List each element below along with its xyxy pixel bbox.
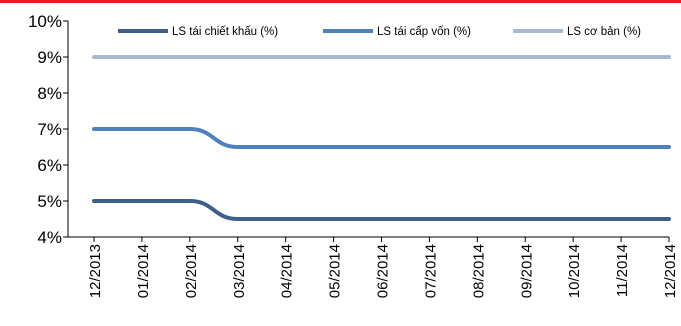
y-tick-label: 9% xyxy=(37,48,62,67)
top-accent-bar xyxy=(0,0,681,3)
y-tick-label: 10% xyxy=(28,12,62,31)
legend-label: LS tái chiết khấu (%) xyxy=(172,26,278,38)
series-line-1 xyxy=(92,126,671,150)
y-tick-label: 7% xyxy=(37,120,62,139)
x-tick-label: 06/2014 xyxy=(375,244,392,298)
x-tick-label: 09/2014 xyxy=(518,244,535,298)
series-line-0 xyxy=(92,199,671,221)
x-tick-label: 02/2014 xyxy=(183,244,200,298)
y-tick-label: 5% xyxy=(37,192,62,211)
y-tick-label: 6% xyxy=(37,156,62,175)
x-tick-label: 01/2014 xyxy=(135,244,152,298)
x-tick-label: 05/2014 xyxy=(327,244,344,298)
y-tick-label: 4% xyxy=(37,228,62,247)
legend-label: LS tái cấp vốn (%) xyxy=(377,26,471,38)
x-tick-label: 12/2014 xyxy=(662,244,679,298)
y-tick-label: 8% xyxy=(37,84,62,103)
x-tick-label: 11/2014 xyxy=(614,244,631,297)
x-tick-label: 08/2014 xyxy=(470,244,487,298)
x-tick-label: 03/2014 xyxy=(231,244,248,298)
x-tick-label: 12/2013 xyxy=(87,244,104,298)
x-tick-label: 04/2014 xyxy=(279,244,296,298)
x-tick-label: 07/2014 xyxy=(422,244,439,298)
x-tick-label: 10/2014 xyxy=(566,244,583,298)
legend-label: LS cơ bản (%) xyxy=(567,26,641,38)
